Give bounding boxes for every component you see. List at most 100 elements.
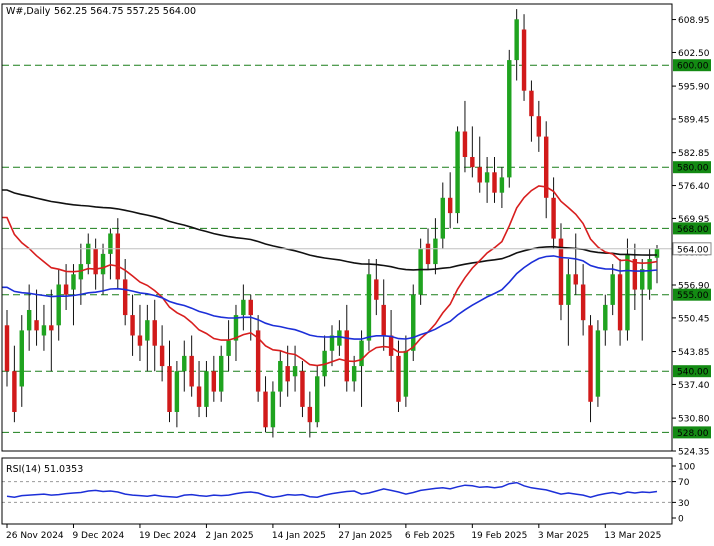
candle-bull bbox=[625, 253, 630, 331]
candle-bull bbox=[26, 309, 32, 331]
candle-bear bbox=[529, 90, 534, 117]
candle-bear bbox=[34, 320, 39, 331]
candle-bear bbox=[374, 279, 379, 300]
candle-bull bbox=[499, 177, 505, 193]
current-price-label: 564.00 bbox=[677, 245, 709, 255]
candle-bear bbox=[477, 167, 482, 183]
candle-bear bbox=[255, 330, 261, 392]
candle-bull bbox=[366, 274, 372, 341]
candle-bull bbox=[278, 360, 283, 392]
candle-bear bbox=[396, 355, 401, 402]
candle-bear bbox=[63, 284, 69, 295]
y-axis-tick-label: 569.95 bbox=[678, 215, 710, 225]
candle-bull bbox=[603, 304, 608, 331]
rsi-title: RSI(14) 51.0353 bbox=[6, 464, 83, 475]
candle-bear bbox=[521, 29, 527, 91]
level-label: 540.00 bbox=[677, 368, 709, 378]
candle-bull bbox=[71, 274, 76, 290]
y-axis-tick-label: 602.50 bbox=[678, 49, 710, 59]
candle-bear bbox=[189, 355, 194, 387]
level-label: 568.00 bbox=[677, 225, 709, 235]
candle-bull bbox=[337, 330, 342, 346]
candle-bull bbox=[566, 274, 571, 305]
candle-bear bbox=[130, 315, 135, 336]
candle-bear bbox=[263, 391, 268, 428]
level-label-box bbox=[673, 288, 711, 301]
candle-bear bbox=[49, 325, 54, 331]
level-label-box bbox=[673, 426, 711, 439]
candle-bull bbox=[233, 315, 239, 341]
level-label-box bbox=[673, 161, 711, 174]
y-axis-tick-label: 595.90 bbox=[678, 83, 710, 93]
y-axis-tick-label: 550.45 bbox=[678, 314, 710, 324]
y-axis-tick-label: 543.85 bbox=[678, 348, 710, 358]
rsi-y-tick-label: 0 bbox=[678, 515, 684, 525]
rsi-y-tick-label: 70 bbox=[678, 478, 690, 488]
candle-bull bbox=[507, 60, 512, 178]
level-label-box bbox=[673, 59, 711, 72]
level-label-box bbox=[673, 365, 711, 378]
candle-bear bbox=[300, 371, 305, 407]
x-axis-tick-label: 19 Feb 2025 bbox=[471, 531, 527, 541]
candle-bull bbox=[86, 243, 91, 265]
axes: 608.95 602.50 595.90 589.45 582.85 576.40 569.… bbox=[1, 3, 712, 541]
x-axis-tick-label: 27 Jan 2025 bbox=[338, 531, 392, 541]
rsi-y-tick-label: 100 bbox=[678, 463, 695, 473]
candle-bull bbox=[610, 274, 615, 305]
candle-bear bbox=[248, 299, 253, 316]
candle-bull bbox=[433, 238, 438, 265]
candle-bull bbox=[292, 366, 298, 377]
x-axis-tick-label: 6 Feb 2025 bbox=[405, 531, 455, 541]
y-axis-tick-label: 556.90 bbox=[678, 282, 710, 292]
level-label: 528.00 bbox=[677, 429, 709, 439]
y-axis-tick-label: 530.80 bbox=[678, 415, 710, 425]
price-panel-frame bbox=[1, 3, 673, 452]
candle-bull bbox=[270, 391, 276, 428]
level-label: 555.00 bbox=[677, 291, 709, 301]
rsi-line bbox=[6, 481, 658, 498]
candle-bull bbox=[640, 269, 645, 290]
level-label: 580.00 bbox=[677, 164, 709, 174]
candle-bull bbox=[145, 320, 150, 341]
candle-bear bbox=[93, 248, 98, 275]
candle-bull bbox=[411, 294, 416, 351]
candle-bull bbox=[418, 248, 423, 295]
candle-bull bbox=[108, 233, 113, 254]
y-axis-tick-label: 582.85 bbox=[678, 149, 710, 159]
candle-bear bbox=[12, 371, 17, 412]
x-axis-tick-label: 14 Jan 2025 bbox=[272, 531, 326, 541]
candle-bull bbox=[359, 340, 364, 367]
rsi-plot-area bbox=[2, 481, 672, 503]
candle-bear bbox=[588, 325, 593, 402]
candle-bear bbox=[4, 325, 10, 372]
candle-bull bbox=[56, 284, 61, 326]
candle-bear bbox=[307, 406, 313, 423]
candle-bear bbox=[344, 330, 349, 382]
candle-bear bbox=[285, 366, 290, 382]
candle-bear bbox=[167, 366, 172, 412]
candle-bear bbox=[447, 197, 453, 214]
candle-bull bbox=[241, 299, 246, 316]
candle-bull bbox=[440, 197, 446, 239]
level-label: 600.00 bbox=[677, 62, 709, 72]
y-axis-tick-label: 576.40 bbox=[678, 182, 710, 192]
y-axis-tick-label: 589.45 bbox=[678, 116, 710, 126]
candle-bear bbox=[617, 274, 623, 331]
candle-bull bbox=[351, 366, 357, 382]
x-axis-tick-label: 2 Jan 2025 bbox=[205, 531, 253, 541]
candle-bull bbox=[19, 330, 24, 387]
candle-bear bbox=[632, 258, 638, 290]
x-axis-tick-label: 26 Nov 2024 bbox=[6, 531, 64, 541]
candle-bear bbox=[122, 279, 128, 316]
candle-bull bbox=[226, 340, 231, 356]
candle-bull bbox=[182, 355, 187, 372]
candle-bear bbox=[551, 197, 556, 239]
rsi-panel-frame bbox=[1, 457, 673, 525]
candle-bull bbox=[514, 19, 519, 61]
candle-bull bbox=[41, 325, 47, 336]
candle-bull bbox=[484, 172, 490, 183]
candle-bull bbox=[455, 131, 460, 214]
current-price-box bbox=[672, 242, 712, 256]
x-axis-tick-label: 19 Dec 2024 bbox=[139, 531, 197, 541]
